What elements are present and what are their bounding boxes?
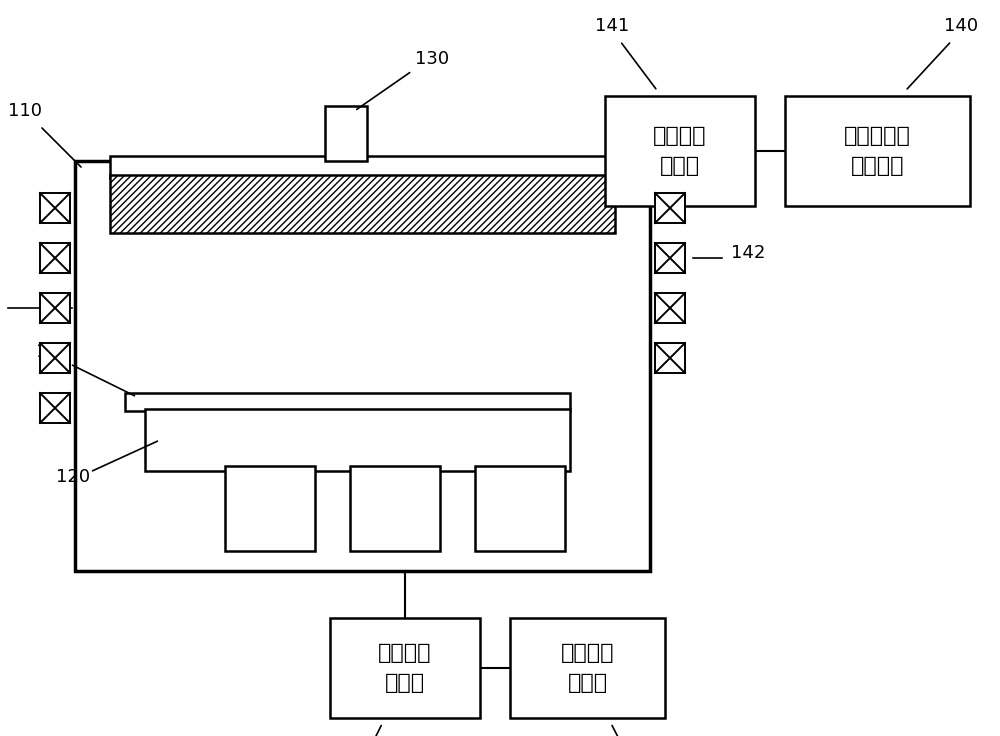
Bar [655,293,685,323]
Bar [110,175,615,233]
Text: 偏置射频
功率源: 偏置射频 功率源 [561,643,614,693]
Bar [225,466,315,551]
Bar [40,393,70,423]
Bar [125,393,570,411]
Bar [40,193,70,223]
Bar [110,156,615,178]
Bar [40,293,70,323]
Bar [40,243,70,273]
Text: 120: 120 [56,468,90,486]
Bar [655,193,685,223]
Text: 第二射频
匹配器: 第二射频 匹配器 [653,126,707,176]
Text: 142: 142 [731,244,765,262]
Bar [655,243,685,273]
Text: 等离子体射
频功率源: 等离子体射 频功率源 [844,126,911,176]
Bar [330,618,480,718]
Bar [145,409,570,471]
Text: 130: 130 [415,50,449,68]
Text: 140: 140 [944,17,978,35]
Bar [350,466,440,551]
Text: 125: 125 [36,343,70,361]
Bar [785,96,970,206]
Bar [40,343,70,373]
Bar [510,618,665,718]
Text: 第一射频
匹配器: 第一射频 匹配器 [378,643,432,693]
Text: 110: 110 [8,102,42,120]
Text: 141: 141 [595,17,630,35]
Bar [75,161,650,571]
Bar [475,466,565,551]
Bar [655,343,685,373]
Bar [325,106,367,161]
Bar [605,96,755,206]
